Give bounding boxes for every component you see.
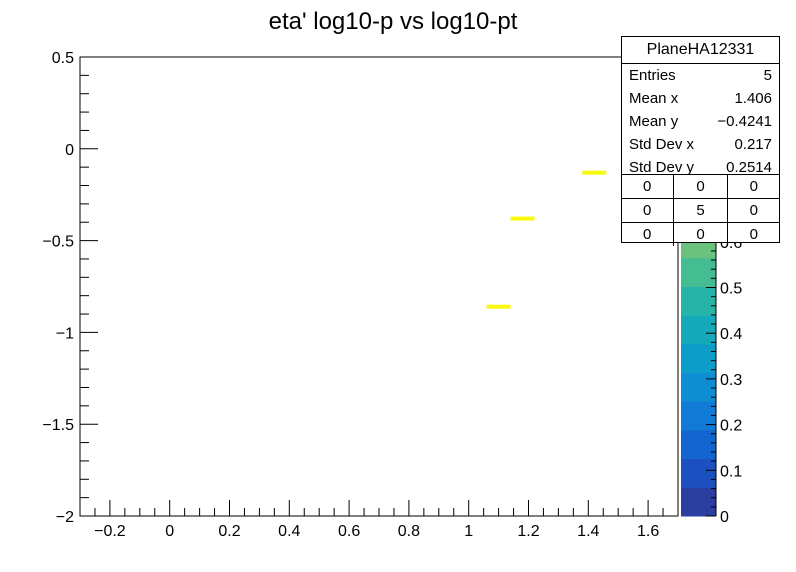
color-scale-segment <box>681 343 716 374</box>
plot-frame <box>79 56 679 517</box>
x-tick-label: 0.8 <box>398 523 420 540</box>
stats-row-stddev-x: Std Dev x 0.217 <box>622 133 779 156</box>
stats-value: 0.2514 <box>726 159 772 176</box>
x-tick-label: 0.6 <box>338 523 360 540</box>
z-tick-label: 0.4 <box>720 326 742 343</box>
y-tick-label: −0.5 <box>42 234 74 251</box>
grid-cell: 0 <box>673 223 726 246</box>
stats-row-entries: Entries 5 <box>622 64 779 87</box>
grid-row: 0 5 0 <box>621 198 780 222</box>
stats-label: Mean x <box>629 90 679 107</box>
z-tick-label: 0.2 <box>720 418 742 435</box>
x-tick-label: 1.6 <box>637 523 659 540</box>
stats-row-mean-y: Mean y −0.4241 <box>622 110 779 133</box>
grid-row: 0 0 0 <box>621 222 780 246</box>
y-tick-label: −2 <box>56 509 74 526</box>
stats-value: 0.217 <box>734 136 772 153</box>
color-scale-segment <box>681 286 716 316</box>
grid-cell: 0 <box>673 175 726 198</box>
grid-cell: 0 <box>642 226 652 243</box>
x-axis: −0.2 0 0.2 0.4 0.6 0.8 1 1.2 1.4 1.6 <box>79 500 679 540</box>
heatmap-bin <box>510 216 535 221</box>
stats-value: 5 <box>763 67 772 84</box>
stats-title: PlaneHA12331 <box>622 37 779 64</box>
y-tick-label: 0.5 <box>52 50 74 67</box>
overflow-grid: 0 0 0 0 5 0 0 0 0 <box>621 174 780 246</box>
heatmap-bin <box>486 304 511 309</box>
y-axis: 0.5 0 −0.5 −1 −1.5 −2 <box>42 50 98 526</box>
heatmap-bin <box>582 170 607 175</box>
y-tick-label: 0 <box>65 142 74 159</box>
color-scale-segment <box>681 257 716 287</box>
color-scale-segment <box>681 429 716 460</box>
z-tick-label: 0.1 <box>720 463 742 480</box>
stats-label: Std Dev x <box>629 136 695 153</box>
x-tick-label: 0.2 <box>218 523 240 540</box>
grid-cell: 5 <box>673 199 726 222</box>
z-tick-label: 0.5 <box>720 281 742 298</box>
color-scale-segment <box>681 315 716 345</box>
z-tick-label: 0.3 <box>720 372 742 389</box>
chart-title: eta' log10-p vs log10-pt <box>269 8 518 35</box>
grid-cell: 0 <box>726 199 780 222</box>
x-tick-label: 1 <box>464 523 473 540</box>
grid-cell: 0 <box>726 175 780 198</box>
grid-cell: 0 <box>726 223 780 246</box>
z-tick-label: 0 <box>720 509 729 526</box>
stats-value: 1.406 <box>734 90 772 107</box>
x-tick-label: 0 <box>165 523 174 540</box>
color-scale-segment <box>681 458 716 488</box>
x-tick-label: 1.2 <box>517 523 539 540</box>
stats-row-mean-x: Mean x 1.406 <box>622 87 779 110</box>
stats-box: PlaneHA12331 Entries 5 Mean x 1.406 Mean… <box>621 36 780 246</box>
stats-value: −0.4241 <box>717 113 772 130</box>
grid-cell: 0 <box>642 178 652 195</box>
x-tick-label: −0.2 <box>94 523 126 540</box>
x-tick-label: 0.4 <box>278 523 300 540</box>
color-scale-segment <box>681 401 716 431</box>
stats-label: Std Dev y <box>629 159 695 176</box>
color-scale-segment <box>681 487 716 517</box>
stats-label: Mean y <box>629 113 679 130</box>
y-tick-label: −1 <box>56 325 74 342</box>
grid-cell: 0 <box>642 202 652 219</box>
stats-row-stddev-y: Std Dev y 0.2514 <box>622 156 779 179</box>
y-tick-label: −1.5 <box>42 417 74 434</box>
stats-label: Entries <box>629 67 676 84</box>
color-scale-segment <box>681 372 716 402</box>
x-tick-label: 1.4 <box>577 523 599 540</box>
grid-row: 0 0 0 <box>621 174 780 198</box>
